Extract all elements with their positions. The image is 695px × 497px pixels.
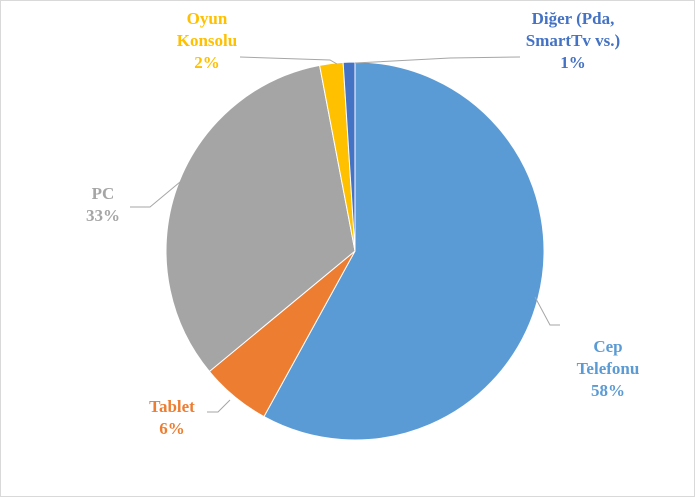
- category-label: Diğer (Pda, SmartTv vs.): [525, 9, 621, 50]
- category-label: Cep Telefonu: [576, 337, 640, 378]
- category-label: Oyun Konsolu: [176, 9, 238, 50]
- value-label: 6%: [159, 419, 185, 438]
- value-label: 1%: [560, 53, 586, 72]
- leader-line: [207, 399, 231, 413]
- slice-label: Oyun Konsolu 2%: [167, 8, 247, 74]
- leader-line: [130, 181, 181, 208]
- leader-line: [534, 296, 560, 326]
- pie-slice: [263, 61, 545, 441]
- slice-label: Tablet 6%: [149, 396, 195, 440]
- slice-label: Diğer (Pda, SmartTv vs.) 1%: [513, 8, 633, 74]
- value-label: 33%: [86, 206, 120, 225]
- category-label: Tablet: [149, 397, 195, 416]
- leader-line: [354, 56, 521, 64]
- slice-label: PC 33%: [86, 183, 120, 227]
- slice-label: Cep Telefonu 58%: [565, 336, 652, 402]
- value-label: 58%: [591, 381, 625, 400]
- category-label: PC: [91, 184, 115, 203]
- pie-slice: [165, 64, 356, 373]
- leader-line: [239, 56, 338, 65]
- pie-slice: [342, 61, 356, 252]
- value-label: 2%: [194, 53, 220, 72]
